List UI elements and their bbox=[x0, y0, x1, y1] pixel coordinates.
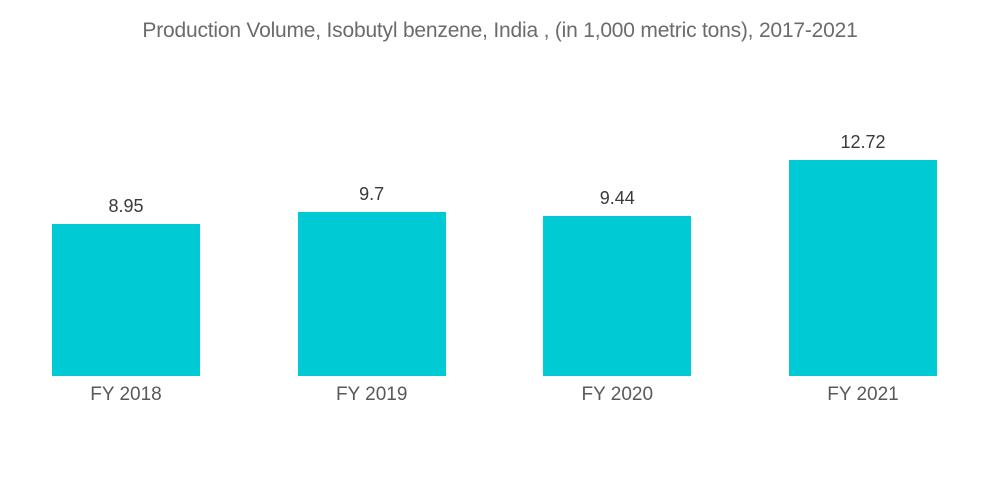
x-axis-category-label: FY 2021 bbox=[827, 384, 899, 405]
bar-group: 8.95 FY 2018 bbox=[52, 0, 200, 504]
x-axis-category-label: FY 2018 bbox=[90, 384, 162, 405]
bar bbox=[52, 224, 200, 376]
bar-value-label: 9.7 bbox=[359, 184, 385, 204]
bar-value-label: 12.72 bbox=[840, 132, 886, 152]
bar bbox=[543, 216, 692, 376]
bar-group: 9.44 FY 2020 bbox=[543, 0, 692, 504]
bar-value-label: 8.95 bbox=[108, 196, 144, 216]
x-axis-category-label: FY 2020 bbox=[581, 384, 654, 405]
bar-value-label: 9.44 bbox=[599, 188, 635, 208]
bar bbox=[789, 160, 937, 376]
bar-group: 9.7 FY 2019 bbox=[297, 0, 446, 504]
bar bbox=[297, 212, 446, 376]
chart-title: Production Volume, Isobutyl benzene, Ind… bbox=[142, 19, 858, 42]
x-axis-category-label: FY 2019 bbox=[335, 384, 408, 405]
bar-group: 12.72 FY 2021 bbox=[789, 0, 937, 504]
